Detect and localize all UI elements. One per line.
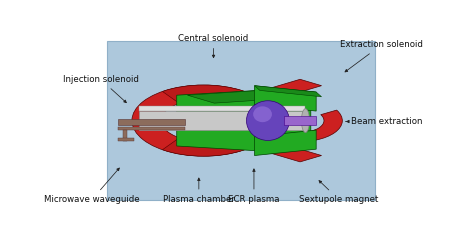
Wedge shape xyxy=(163,85,245,103)
Text: Sextupole magnet: Sextupole magnet xyxy=(299,181,378,204)
Polygon shape xyxy=(255,86,316,111)
Bar xyxy=(107,41,375,200)
Wedge shape xyxy=(132,85,250,156)
Polygon shape xyxy=(284,116,316,125)
Polygon shape xyxy=(255,130,316,155)
Text: Microwave waveguide: Microwave waveguide xyxy=(45,168,140,204)
Text: Plasma chamber: Plasma chamber xyxy=(163,178,235,204)
Ellipse shape xyxy=(253,106,272,122)
Text: ECR plasma: ECR plasma xyxy=(228,169,280,204)
Polygon shape xyxy=(268,146,321,162)
Polygon shape xyxy=(118,138,134,141)
Polygon shape xyxy=(118,127,185,130)
Text: Extraction solenoid: Extraction solenoid xyxy=(340,40,423,72)
Polygon shape xyxy=(123,130,127,141)
Text: Central solenoid: Central solenoid xyxy=(178,34,249,58)
Ellipse shape xyxy=(301,109,310,132)
Polygon shape xyxy=(255,86,321,97)
Wedge shape xyxy=(258,105,342,141)
Text: Injection solenoid: Injection solenoid xyxy=(63,75,139,103)
Text: Beam extraction: Beam extraction xyxy=(346,117,423,126)
Ellipse shape xyxy=(246,101,289,141)
Polygon shape xyxy=(139,106,305,111)
Polygon shape xyxy=(118,119,185,125)
Polygon shape xyxy=(177,89,311,152)
Polygon shape xyxy=(139,111,305,130)
Polygon shape xyxy=(187,89,311,103)
Wedge shape xyxy=(163,138,245,156)
Polygon shape xyxy=(268,79,321,95)
